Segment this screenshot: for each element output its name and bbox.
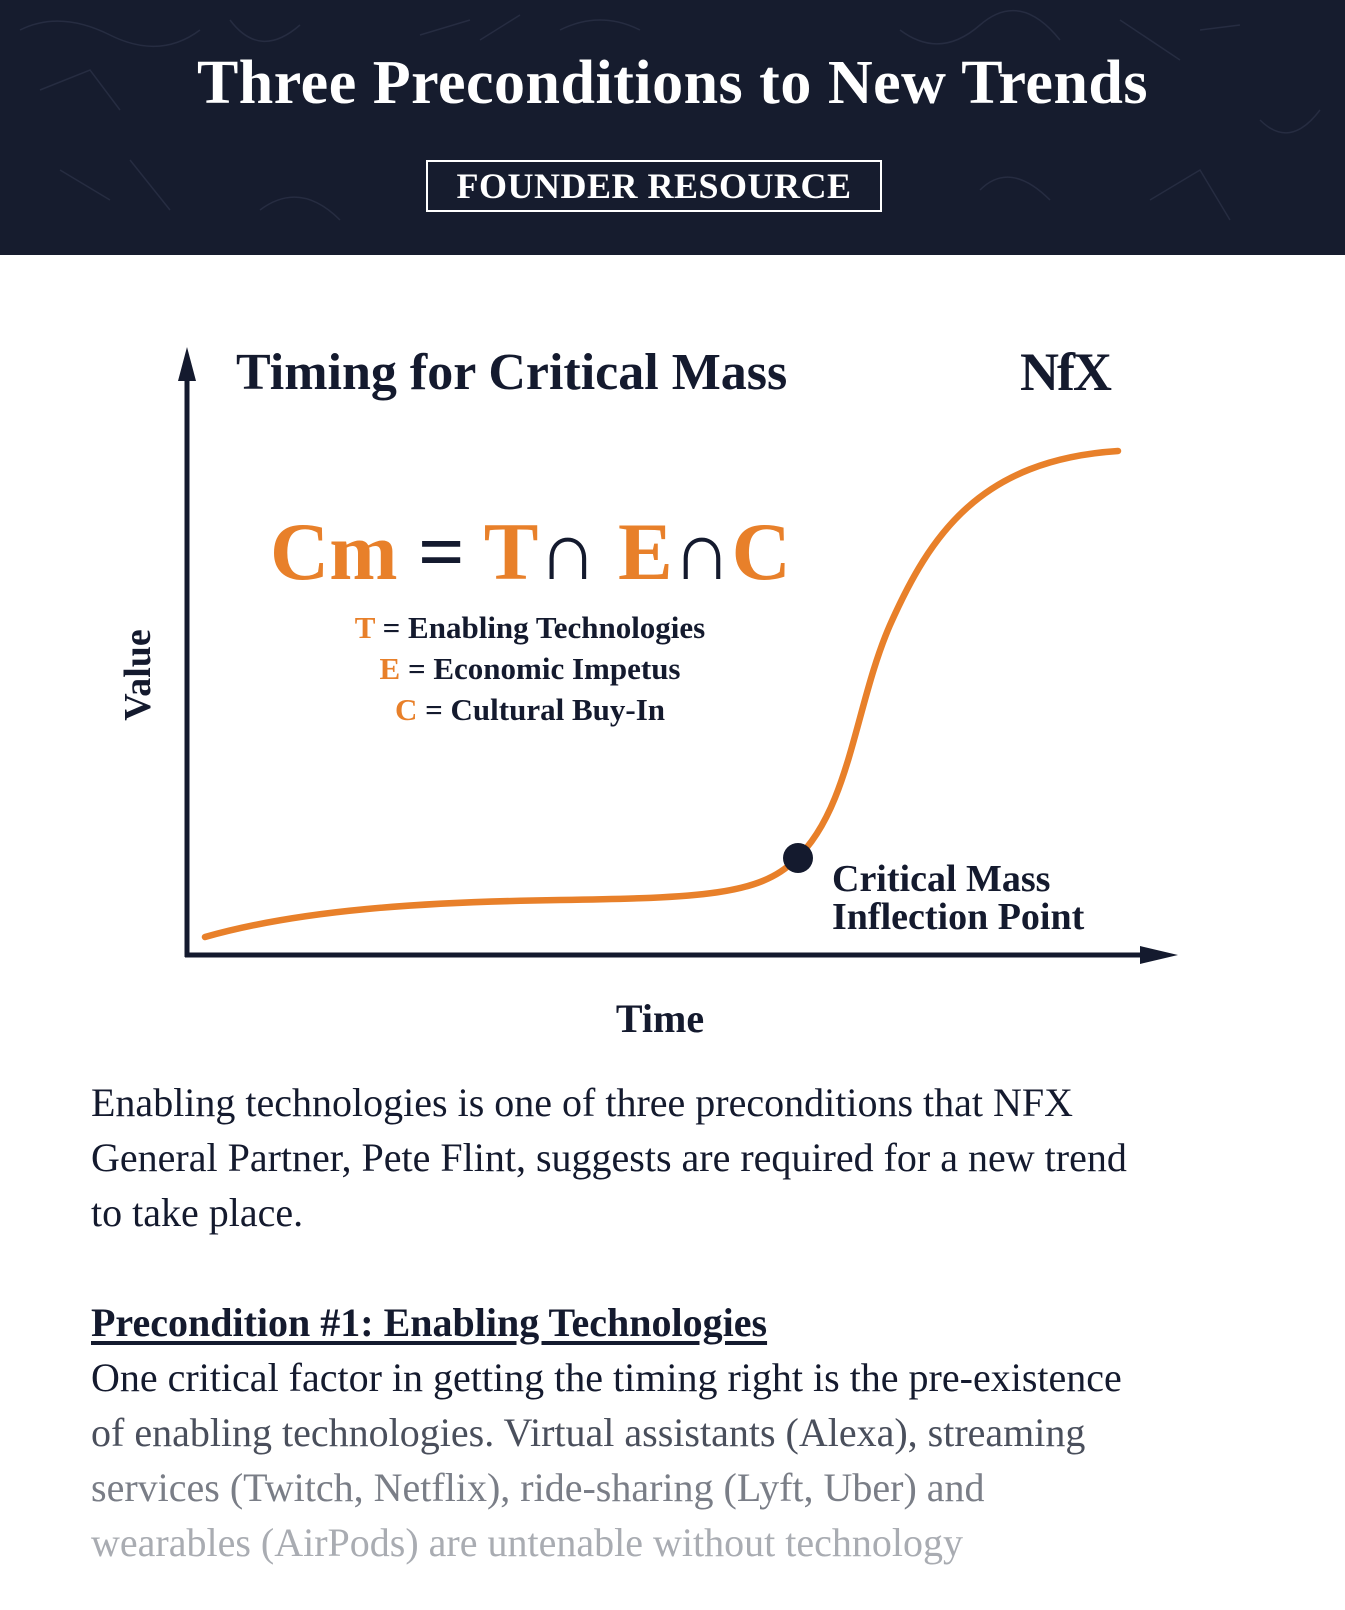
formula-intersection-2: ∩ <box>672 506 732 597</box>
legend-key: C <box>394 692 418 727</box>
legend-label: Cultural Buy-In <box>450 692 666 727</box>
inflection-point-label: Critical Mass Inflection Point <box>832 860 1084 936</box>
formula-term-c: C <box>731 506 791 597</box>
legend-label: Economic Impetus <box>433 651 681 686</box>
legend-row-e: E = Economic Impetus <box>300 648 760 689</box>
annotation-line-2: Inflection Point <box>832 896 1085 938</box>
header-banner: Three Preconditions to New Trends FOUNDE… <box>0 0 1345 255</box>
formula-term-e: E <box>617 506 673 597</box>
legend-sep: = <box>407 651 426 686</box>
critical-mass-formula: Cm = T∩ E∩C <box>270 505 791 599</box>
precondition-section: Precondition #1: Enabling Technologies O… <box>91 1295 1271 1570</box>
legend-sep: = <box>425 692 443 727</box>
chalkboard-texture <box>19 9 1321 221</box>
paragraph-line: wearables (AirPods) are untenable withou… <box>91 1520 963 1565</box>
y-axis-arrow <box>178 347 196 381</box>
intro-paragraph: Enabling technologies is one of three pr… <box>91 1075 1271 1240</box>
precondition-heading: Precondition #1: Enabling Technologies <box>91 1300 768 1345</box>
founder-resource-badge: FOUNDER RESOURCE <box>426 160 882 212</box>
legend-key: T <box>354 610 375 645</box>
intro-line: to take place. <box>91 1190 304 1235</box>
intro-line: General Partner, Pete Flint, suggests ar… <box>91 1135 1127 1180</box>
critical-mass-diagram: Timing for Critical Mass NfX Cm = T∩ E∩C… <box>0 255 1345 1055</box>
legend-row-t: T = Enabling Technologies <box>300 607 760 648</box>
paragraph-line: services (Twitch, Netflix), ride-sharing… <box>91 1465 985 1510</box>
article-body: Enabling technologies is one of three pr… <box>91 1075 1271 1570</box>
formula-term-t: T <box>483 506 539 597</box>
intro-line: Enabling technologies is one of three pr… <box>91 1080 1074 1125</box>
x-axis-label: Time <box>615 996 705 1041</box>
legend-key: E <box>379 651 401 686</box>
paragraph-line: One critical factor in getting the timin… <box>91 1355 1122 1400</box>
diagram-graphics <box>178 347 1178 964</box>
diagram-title: Timing for Critical Mass <box>236 344 788 401</box>
legend-label: Enabling Technologies <box>408 610 706 645</box>
y-axis-label: Value <box>117 629 159 721</box>
page-title: Three Preconditions to New Trends <box>196 49 1149 117</box>
legend-sep: = <box>382 610 401 645</box>
legend-row-c: C = Cultural Buy-In <box>300 689 760 730</box>
annotation-line-1: Critical Mass <box>832 858 1051 900</box>
inflection-point-marker <box>783 843 813 873</box>
formula-intersection-1: ∩ <box>538 506 598 597</box>
paragraph-line: of enabling technologies. Virtual assist… <box>91 1410 1086 1455</box>
formula-lhs: Cm <box>270 506 398 597</box>
formula-legend: T = Enabling Technologies E = Economic I… <box>300 607 760 730</box>
formula-equals: = <box>418 506 465 597</box>
nfx-logo: NfX <box>1020 342 1112 402</box>
x-axis-arrow <box>1140 946 1178 964</box>
